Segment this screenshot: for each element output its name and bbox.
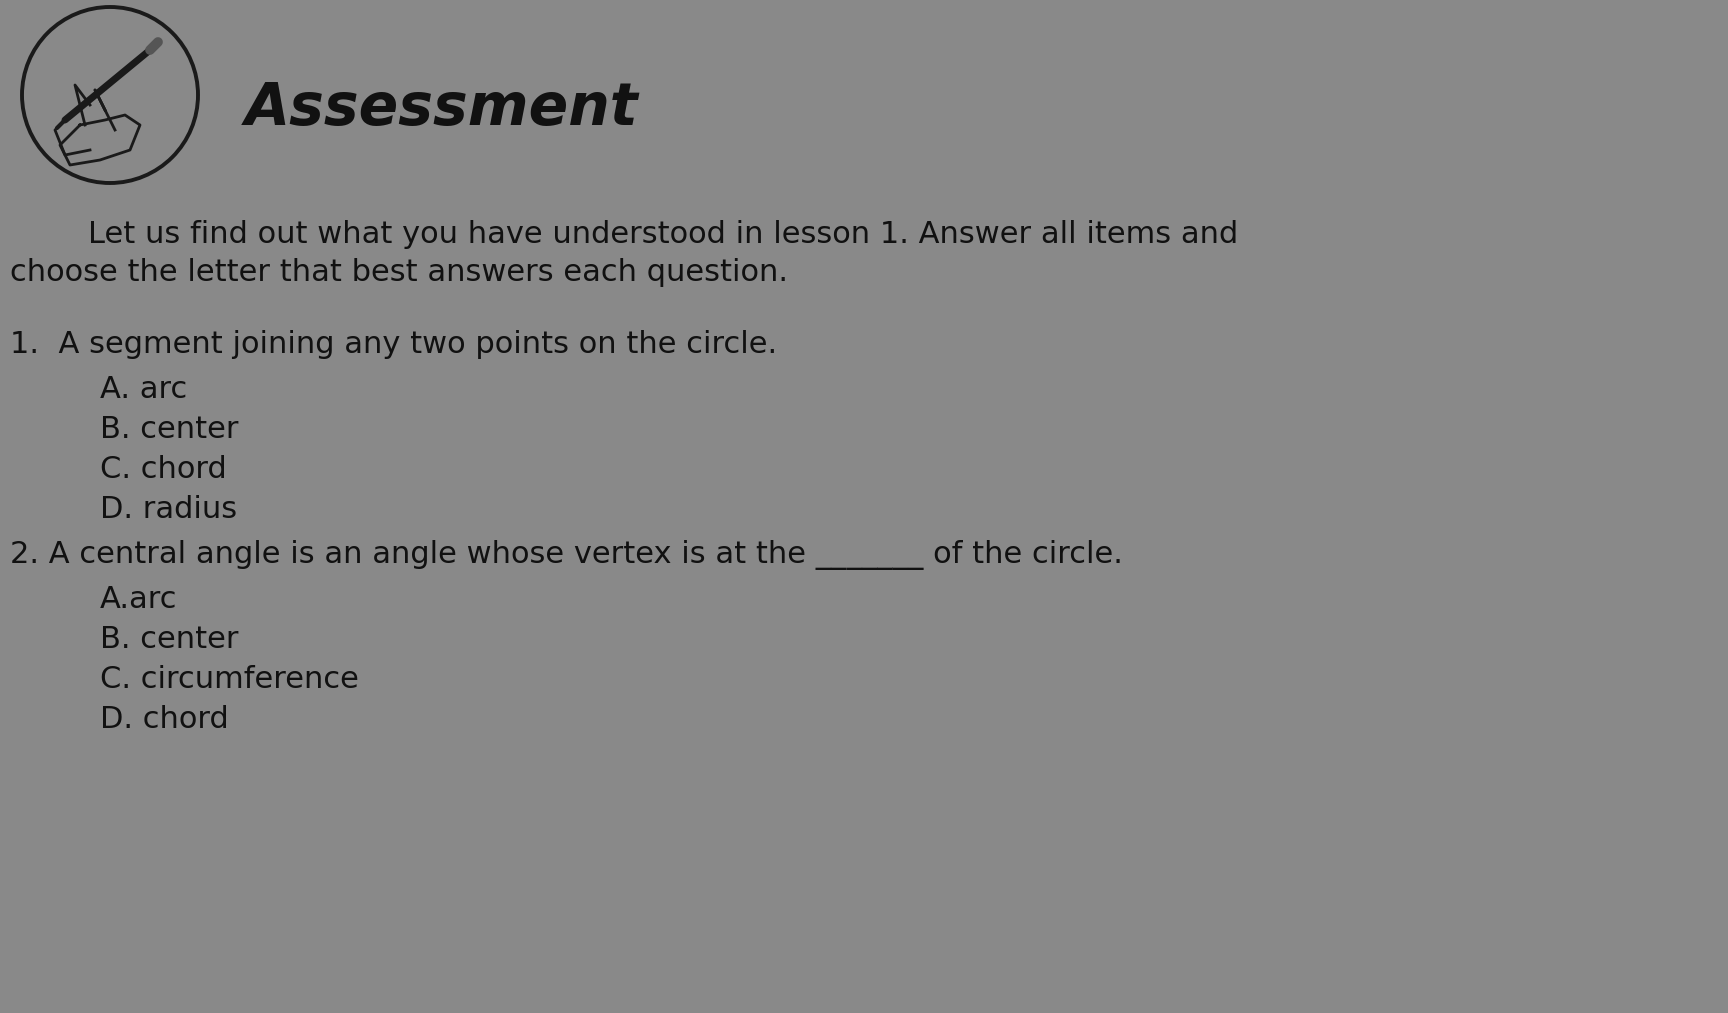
Text: B. center: B. center <box>100 625 238 654</box>
Text: A. arc: A. arc <box>100 375 187 404</box>
Text: D. radius: D. radius <box>100 495 237 524</box>
Text: C. chord: C. chord <box>100 455 226 484</box>
Text: A.arc: A.arc <box>100 585 178 614</box>
Text: 2. A central angle is an angle whose vertex is at the _______ of the circle.: 2. A central angle is an angle whose ver… <box>10 540 1123 570</box>
Text: Let us find out what you have understood in lesson 1. Answer all items and: Let us find out what you have understood… <box>10 220 1239 249</box>
Text: choose the letter that best answers each question.: choose the letter that best answers each… <box>10 258 788 287</box>
Text: Assessment: Assessment <box>245 80 639 137</box>
Text: 1.  A segment joining any two points on the circle.: 1. A segment joining any two points on t… <box>10 330 778 359</box>
Text: B. center: B. center <box>100 415 238 444</box>
Text: D. chord: D. chord <box>100 705 228 734</box>
Text: C. circumference: C. circumference <box>100 665 359 694</box>
